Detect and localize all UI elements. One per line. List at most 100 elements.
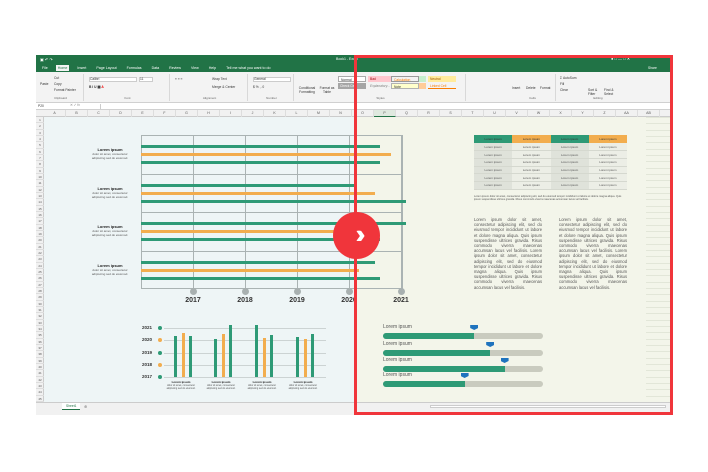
row-header[interactable]: 44: [36, 389, 44, 396]
column-header-H[interactable]: H: [198, 110, 220, 117]
column-header-S[interactable]: S: [440, 110, 462, 117]
cut-button[interactable]: Cut: [54, 76, 60, 80]
row-header[interactable]: 5: [36, 142, 44, 149]
row-header[interactable]: 16: [36, 212, 44, 219]
column-header-X[interactable]: X: [550, 110, 572, 117]
column-header-J[interactable]: J: [242, 110, 264, 117]
row-header[interactable]: 8: [36, 161, 44, 168]
row-header[interactable]: 13: [36, 193, 44, 200]
merge-center-button[interactable]: Merge & Center: [212, 85, 236, 89]
window-controls[interactable]: ● □ — □ ✕: [611, 56, 631, 61]
row-header[interactable]: 19: [36, 231, 44, 238]
row-header[interactable]: 37: [36, 345, 44, 352]
column-header-AB[interactable]: AB: [638, 110, 660, 117]
row-header[interactable]: 3: [36, 130, 44, 136]
style-normal[interactable]: Normal: [338, 76, 366, 82]
tab-home[interactable]: Home: [55, 65, 70, 71]
row-header[interactable]: 17: [36, 218, 44, 225]
row-header[interactable]: 6: [36, 149, 44, 155]
tab-file[interactable]: File: [42, 66, 48, 70]
row-header[interactable]: 10: [36, 174, 44, 181]
tab-data[interactable]: Data: [151, 66, 160, 70]
row-header[interactable]: 42: [36, 377, 44, 383]
tab-review[interactable]: Review: [169, 66, 181, 70]
column-header-E[interactable]: E: [132, 110, 154, 117]
column-header-N[interactable]: N: [330, 110, 352, 117]
row-header[interactable]: 20: [36, 237, 44, 244]
row-header[interactable]: 9: [36, 168, 44, 174]
row-header[interactable]: 31: [36, 307, 44, 314]
tab-formulas[interactable]: Formulas: [126, 66, 142, 70]
row-header[interactable]: 45: [36, 396, 44, 402]
style-bad[interactable]: Bad: [368, 76, 396, 82]
column-header-W[interactable]: W: [528, 110, 550, 117]
copy-button[interactable]: Copy: [54, 82, 62, 86]
column-header-C[interactable]: C: [88, 110, 110, 117]
clear-button[interactable]: Clear: [560, 88, 568, 92]
row-header[interactable]: 38: [36, 351, 44, 358]
font-format-buttons[interactable]: B I U ▦ A: [89, 85, 104, 89]
column-header-U[interactable]: U: [484, 110, 506, 117]
number-format-icons[interactable]: $ % , .0: [253, 85, 265, 89]
column-header-L[interactable]: L: [286, 110, 308, 117]
row-header[interactable]: 34: [36, 326, 44, 333]
row-header[interactable]: 25: [36, 269, 44, 276]
row-header[interactable]: 29: [36, 294, 44, 301]
column-header-Z[interactable]: Z: [594, 110, 616, 117]
align-icons[interactable]: ≡ ≡ ≡: [175, 77, 183, 81]
insert-cells-button[interactable]: Insert: [512, 86, 521, 90]
sheet-tab[interactable]: Sheet1: [62, 403, 81, 410]
row-header[interactable]: 15: [36, 206, 44, 212]
sort-filter-button[interactable]: Sort & Filter: [588, 88, 598, 96]
row-header[interactable]: 28: [36, 288, 44, 295]
row-header[interactable]: 32: [36, 313, 44, 320]
row-header[interactable]: 39: [36, 358, 44, 364]
tab-help[interactable]: Help: [208, 66, 217, 70]
row-header[interactable]: 40: [36, 364, 44, 371]
format-painter-button[interactable]: Format Painter: [54, 88, 76, 92]
row-header[interactable]: 23: [36, 256, 44, 263]
number-format-select[interactable]: General: [253, 77, 291, 82]
style-explanatory[interactable]: Explanatory...: [370, 84, 390, 88]
tab-view[interactable]: View: [190, 66, 199, 70]
row-header[interactable]: 11: [36, 180, 44, 187]
paste-button[interactable]: Paste: [40, 82, 49, 86]
fill-button[interactable]: Fill: [560, 82, 565, 86]
name-box[interactable]: P20: [38, 104, 44, 108]
font-size-select[interactable]: 11: [139, 77, 153, 82]
row-header[interactable]: 22: [36, 250, 44, 257]
conditional-formatting-button[interactable]: Conditional Formatting: [298, 86, 316, 94]
row-header[interactable]: 2: [36, 123, 44, 130]
column-header-Q[interactable]: Q: [396, 110, 418, 117]
style-note[interactable]: Note: [391, 83, 419, 89]
row-header[interactable]: 35: [36, 332, 44, 339]
column-header-T[interactable]: T: [462, 110, 484, 117]
autosum-button[interactable]: Σ AutoSum: [560, 76, 577, 80]
row-header[interactable]: 26: [36, 275, 44, 282]
format-cells-button[interactable]: Format: [540, 86, 551, 90]
add-sheet-icon[interactable]: ⊕: [84, 404, 88, 409]
find-select-button[interactable]: Find & Select: [604, 88, 614, 96]
formula-input[interactable]: [100, 104, 670, 109]
row-header[interactable]: 43: [36, 383, 44, 390]
tab-insert[interactable]: Insert: [77, 66, 87, 70]
style-calculation[interactable]: Calculation: [391, 76, 419, 82]
column-header-B[interactable]: B: [66, 110, 88, 117]
style-linked-cell[interactable]: Linked Cell: [428, 83, 456, 89]
column-header-P[interactable]: P: [374, 110, 396, 117]
share-button[interactable]: Share: [648, 66, 657, 70]
column-header-F[interactable]: F: [154, 110, 176, 117]
column-header-Y[interactable]: Y: [572, 110, 594, 117]
double-chevron-right-icon[interactable]: ›››: [333, 212, 380, 259]
column-header-A[interactable]: A: [44, 110, 66, 117]
sheet-content[interactable]: 2017 2018 2019 2020 2021 Lorem ipsum dolor sit…: [36, 55, 672, 402]
row-header[interactable]: 33: [36, 320, 44, 326]
row-header[interactable]: 24: [36, 263, 44, 269]
delete-cells-button[interactable]: Delete: [526, 86, 536, 90]
column-header-G[interactable]: G: [176, 110, 198, 117]
row-header[interactable]: 30: [36, 301, 44, 307]
row-header[interactable]: 14: [36, 199, 44, 206]
column-header-D[interactable]: D: [110, 110, 132, 117]
row-header[interactable]: 7: [36, 155, 44, 162]
column-header-O[interactable]: O: [352, 110, 374, 117]
